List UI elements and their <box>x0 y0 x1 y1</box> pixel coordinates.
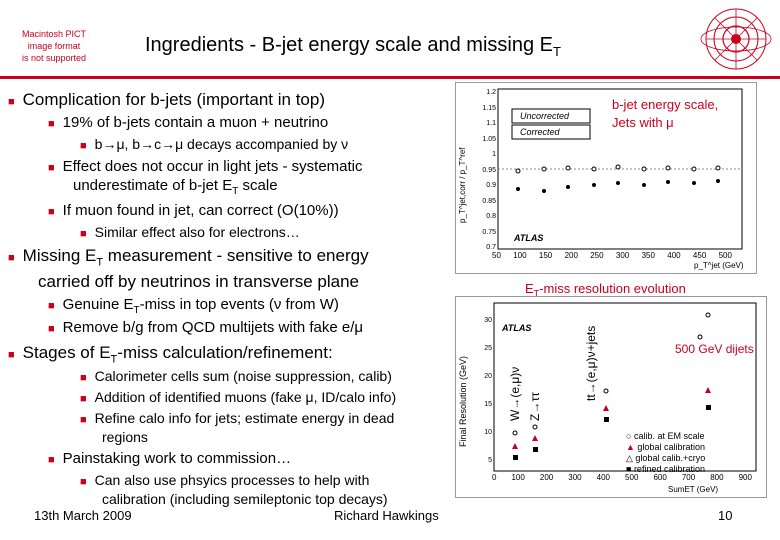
legend-triangle-open-icon: △ <box>626 453 636 463</box>
bjet-plot-svg <box>497 88 743 250</box>
bullet-physics-processes: ■ Can also use phsyics processes to help … <box>80 472 388 507</box>
bullet-painstaking: ■ Painstaking work to commission… <box>48 450 292 467</box>
pict-line-3: is not supported <box>21 53 87 63</box>
pict-line-1: Macintosh PICT <box>21 29 87 39</box>
fig2-label-z: Z→ττ <box>528 392 542 421</box>
legend-circle-icon: ○ <box>626 431 634 441</box>
footer-date: 13th March 2009 <box>34 508 132 523</box>
legend-square-icon: ■ <box>626 464 634 474</box>
bullet-muon-neutrino: ■ 19% of b-jets contain a muon + neutrino <box>48 114 329 131</box>
bullet-calo-cells: ■ Calorimeter cells sum (noise suppressio… <box>80 368 392 384</box>
atlas-logo-icon <box>700 8 772 70</box>
bullet-light-jets: ■ Effect does not occur in light jets - s… <box>48 158 363 197</box>
bullet-add-muons: ■ Addition of identified muons (fake μ, I… <box>80 389 397 405</box>
slide-title: Ingredients - B-jet energy scale and mis… <box>145 34 561 59</box>
footer-page-number: 10 <box>718 508 733 523</box>
fig2-atlas-label: ATLAS <box>502 323 532 333</box>
fig1-caption: b-jet energy scale, Jets with μ <box>612 96 719 132</box>
pict-placeholder-logo: Macintosh PICT image format is not suppo… <box>14 28 94 68</box>
bullet-genuine-et: ■ Genuine ET-miss in top events (ν from W… <box>48 296 339 316</box>
fig1-xticks: 50 100 150 200 250 300 350 400 450 500 <box>492 251 732 260</box>
fig1-xlabel: p_T^jet (GeV) <box>694 261 744 270</box>
fig1-atlas-label: ATLAS <box>514 233 544 243</box>
fig2-label-w: W→(e,μ)ν <box>508 366 522 421</box>
fig2-legend: ○ calib. at EM scale ▲ global calibratio… <box>626 431 706 474</box>
fig1-legend-uncorrected: Uncorrected <box>520 111 570 121</box>
bullet-electrons: ■ Similar effect also for electrons… <box>80 224 300 240</box>
fig1-legend-corrected: Corrected <box>520 127 560 137</box>
bullet-stages: ■ Stages of ET-miss calculation/refinemen… <box>8 343 333 366</box>
legend-triangle-icon: ▲ <box>626 442 638 452</box>
fig2-xticks: 0 100 200 300 400 500 600 700 800 900 <box>492 473 752 482</box>
fig2-ylabel: Final Resolution (GeV) <box>458 355 468 447</box>
footer-author: Richard Hawkings <box>334 508 439 523</box>
bullet-muon-correct: ■ If muon found in jet, can correct (O(10… <box>48 202 339 219</box>
bullet-refine-calo: ■ Refine calo info for jets; estimate ene… <box>80 410 395 445</box>
etmiss-plot-svg <box>493 302 757 472</box>
bullet-remove-bg: ■ Remove b/g from QCD multijets with fake… <box>48 319 364 336</box>
fig2-yticks: 30 25 20 15 10 5 <box>484 317 492 464</box>
fig2-caption: ET-miss resolution evolution <box>525 281 686 299</box>
fig2-dijets-label: 500 GeV dijets <box>675 342 754 356</box>
pict-line-2: image format <box>27 41 81 51</box>
etmiss-resolution-figure: ATLAS 30 25 20 15 10 5 0 100 200 300 400 500 600… <box>455 296 767 498</box>
fig1-ylabel: p_T^jet,corr / p_T^ref <box>458 147 467 223</box>
fig2-xlabel: SumET (GeV) <box>668 485 719 494</box>
bullet-missing-et: ■ Missing ET measurement - sensitive to e… <box>8 246 369 292</box>
bullet-decays: ■ b→μ, b→c→μ decays accompanied by ν <box>80 136 349 152</box>
header-rule <box>0 76 780 79</box>
fig1-yticks: 1.2 1.15 1.1 1.05 1 0.95 0.9 0.85 0.8 0.75 0.7 <box>482 89 496 251</box>
fig2-label-tt: tt→(e,μ)ν+jets <box>584 325 598 401</box>
bullet-bjets: ■ Complication for b-jets (important in t… <box>8 90 325 109</box>
